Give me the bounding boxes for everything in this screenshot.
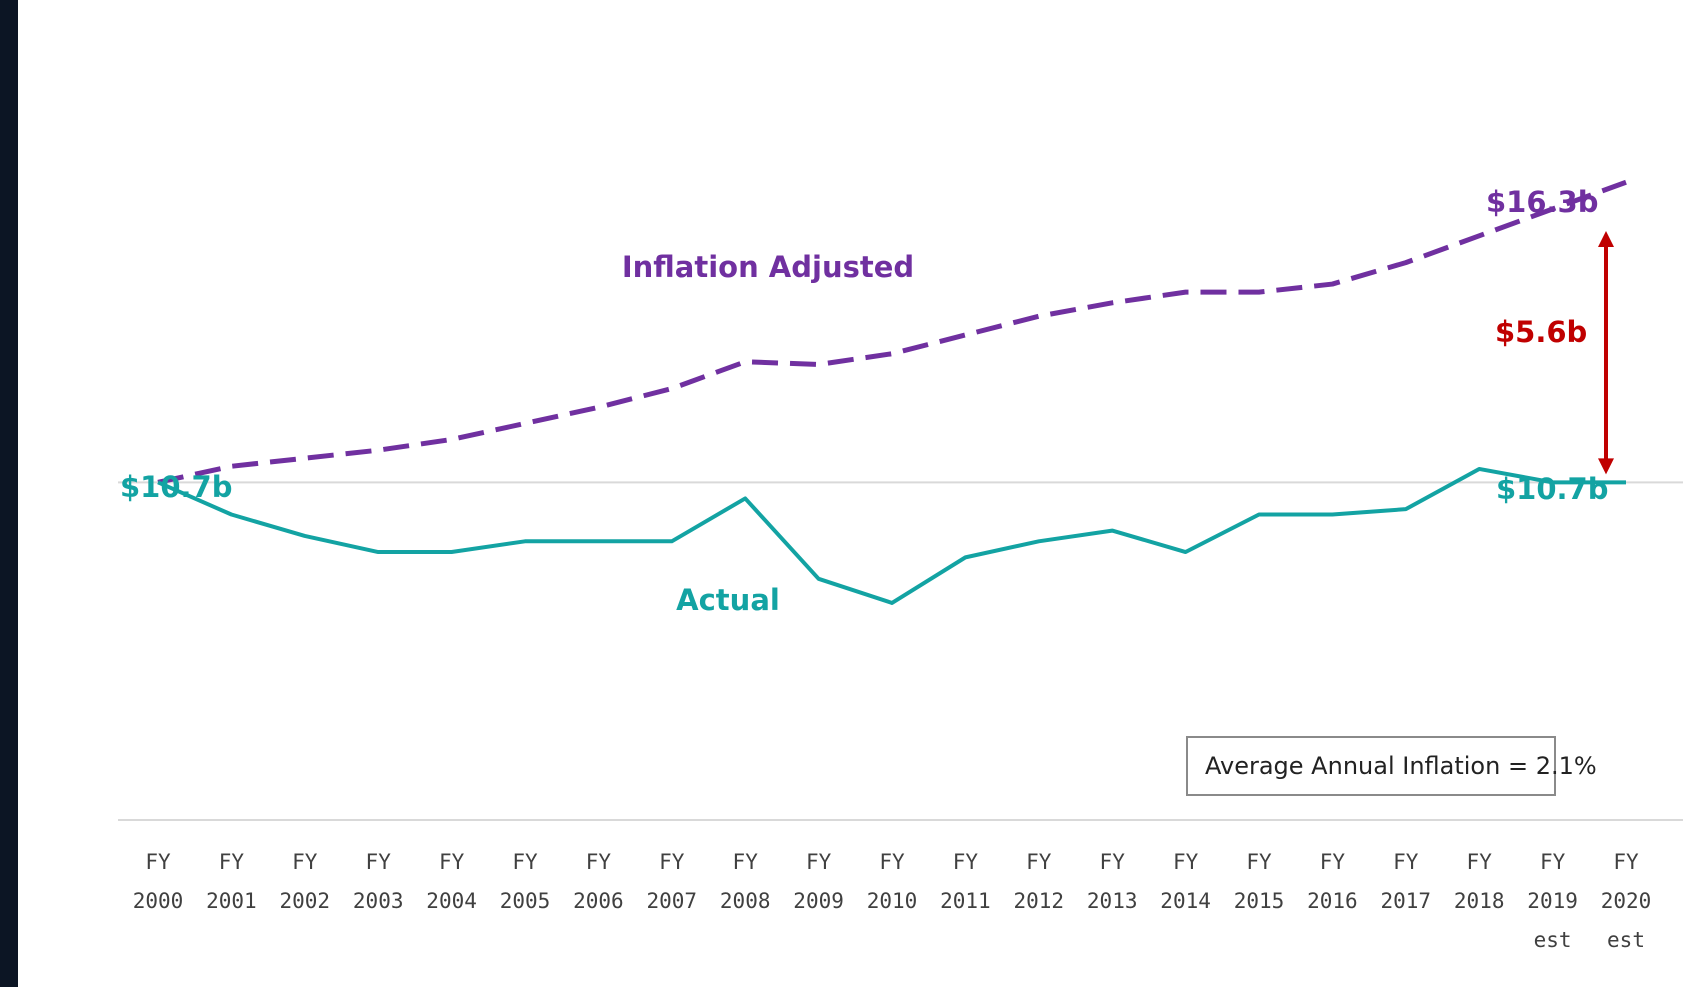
- gap-arrow-head-up: [1598, 231, 1614, 248]
- chart-frame: FY 2000 FY 2001 FY 2002 FY 2003 FY 2004 FY 2005 FY 20…: [18, 0, 1706, 987]
- x-tick-label: FY 2001: [206, 850, 257, 913]
- x-tick-label: FY 2007: [647, 850, 698, 913]
- x-tick-label: FY 2015: [1234, 850, 1285, 913]
- annotation-layer: Inflation Adjusted Actual $10.7b $10.7b …: [120, 185, 1614, 617]
- start-value-label: $10.7b: [120, 470, 233, 504]
- x-tick-label: FY 2018: [1454, 850, 1505, 913]
- x-tick-label: FY 2017: [1381, 850, 1432, 913]
- x-tick-label: FY 2014: [1160, 850, 1211, 913]
- x-tick-label: FY 2000: [133, 850, 184, 913]
- x-tick-label: FY 2012: [1014, 850, 1065, 913]
- inflation-note-text: Average Annual Inflation = 2.1%: [1205, 752, 1597, 780]
- series-label-inflation-adjusted: Inflation Adjusted: [622, 250, 914, 284]
- gap-arrow-head-down: [1598, 458, 1614, 475]
- x-tick-label: FY 2006: [573, 850, 624, 913]
- series-line-actual: [157, 466, 1626, 605]
- x-tick-label: FY 2004: [426, 850, 477, 913]
- x-tick-label: FY 2003: [353, 850, 404, 913]
- end-adjusted-value-label: $16.3b: [1486, 185, 1599, 219]
- inflation-note-box: [1186, 736, 1556, 796]
- x-tick-label: FY 2019 est: [1527, 850, 1578, 952]
- x-tick-label: FY 2011: [940, 850, 991, 913]
- x-tick-label: FY 2010: [867, 850, 918, 913]
- series-line-inflation-adjusted: [157, 179, 1627, 485]
- x-tick-label: FY 2005: [500, 850, 551, 913]
- axes-layer: FY 2000 FY 2001 FY 2002 FY 2003 FY 2004 FY 2005 FY 20…: [118, 481, 1683, 952]
- x-tick-label: FY 2008: [720, 850, 771, 913]
- series-label-actual: Actual: [676, 583, 780, 617]
- end-actual-value-label: $10.7b: [1496, 472, 1609, 506]
- series-layer: [157, 179, 1627, 605]
- x-tick-label: FY 2016: [1307, 850, 1358, 913]
- x-tick-label: FY 2009: [793, 850, 844, 913]
- gap-value-label: $5.6b: [1495, 315, 1587, 349]
- x-tick-label: FY 2013: [1087, 850, 1138, 913]
- x-tick-label: FY 2020 est: [1601, 850, 1652, 952]
- x-tick-label: FY 2002: [280, 850, 331, 913]
- line-chart: FY 2000 FY 2001 FY 2002 FY 2003 FY 2004 FY 2005 FY 20…: [118, 179, 1683, 952]
